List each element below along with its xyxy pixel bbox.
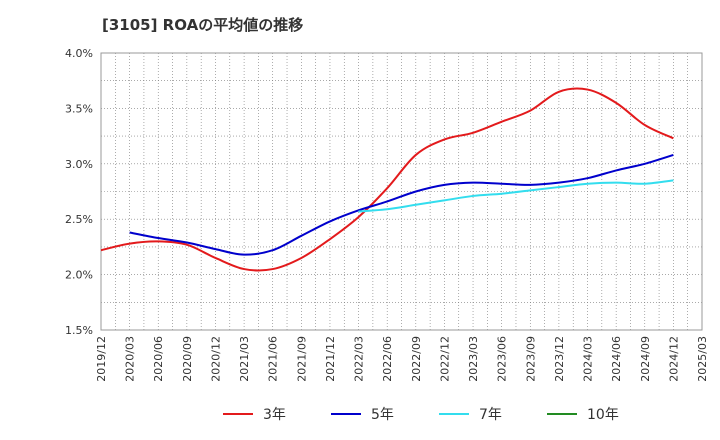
x-tick-label: 2020/03 (124, 336, 137, 382)
grid-lines (100, 52, 702, 331)
y-tick-label: 3.5% (65, 102, 93, 115)
y-tick-label: 4.0% (65, 47, 93, 60)
x-tick-label: 2024/12 (667, 336, 680, 382)
x-tick-label: 2024/06 (610, 336, 623, 382)
chart-title: [3105] ROAの平均値の推移 (102, 16, 303, 34)
series-line-3 (358, 179, 674, 213)
legend-label: 7年 (479, 407, 502, 423)
x-tick-label: 2023/12 (553, 336, 566, 382)
series-line-2 (129, 153, 674, 256)
legend-label: 10年 (587, 407, 619, 423)
y-tick-label: 3.0% (65, 158, 93, 171)
x-tick-label: 2020/12 (209, 336, 222, 382)
series-line-1 (100, 87, 674, 272)
y-tick-label: 1.5% (65, 324, 93, 337)
x-tick-label: 2022/03 (353, 336, 366, 382)
legend-label: 3年 (263, 407, 286, 423)
legend-label: 5年 (371, 407, 394, 423)
x-axis: 2019/12 2020/03 2020/06 2020/09 2020/12 2021/… (95, 336, 709, 382)
x-tick-label: 2023/09 (524, 336, 537, 382)
y-axis: 1.5% 2.0% 2.5% 3.0% 3.5% 4.0% (65, 47, 93, 337)
x-tick-label: 2021/03 (238, 336, 251, 382)
x-tick-label: 2021/09 (295, 336, 308, 382)
x-tick-label: 2021/12 (324, 336, 337, 382)
x-tick-label: 2020/09 (181, 336, 194, 382)
x-tick-label: 2022/06 (381, 336, 394, 382)
x-tick-label: 2021/06 (267, 336, 280, 382)
plot-frame (100, 52, 703, 331)
x-tick-label: 2023/06 (496, 336, 509, 382)
legend: 3年 5年 7年 10年 (223, 407, 619, 423)
x-tick-label: 2019/12 (95, 336, 108, 382)
x-tick-label: 2022/12 (438, 336, 451, 382)
x-tick-label: 2024/09 (639, 336, 652, 382)
x-tick-label: 2025/03 (696, 336, 709, 382)
x-tick-label: 2024/03 (582, 336, 595, 382)
y-tick-label: 2.0% (65, 269, 93, 282)
x-tick-label: 2020/06 (152, 336, 165, 382)
x-tick-label: 2022/09 (410, 336, 423, 382)
x-tick-label: 2023/03 (467, 336, 480, 382)
series-lines (100, 87, 674, 272)
y-tick-label: 2.5% (65, 213, 93, 226)
